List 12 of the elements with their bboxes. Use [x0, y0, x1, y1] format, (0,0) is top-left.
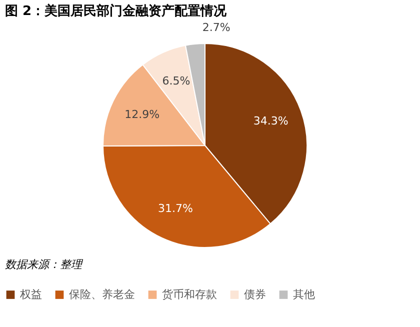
- data-label: 12.9%: [124, 108, 160, 121]
- data-label: 31.7%: [158, 202, 193, 215]
- data-label: 34.3%: [253, 114, 288, 128]
- legend-label: 其他: [293, 288, 315, 301]
- legend-label: 债券: [244, 288, 266, 301]
- legend-label: 权益: [19, 288, 42, 301]
- data-label: 6.5%: [162, 74, 190, 88]
- chart-title: 图 2：美国居民部门金融资产配置情况: [5, 3, 228, 20]
- legend-label: 保险、养老金: [69, 288, 135, 301]
- legend-label: 货币和存款: [162, 288, 217, 301]
- data-label: 2.7%: [202, 21, 230, 34]
- source-note: 数据来源：整理: [5, 258, 84, 271]
